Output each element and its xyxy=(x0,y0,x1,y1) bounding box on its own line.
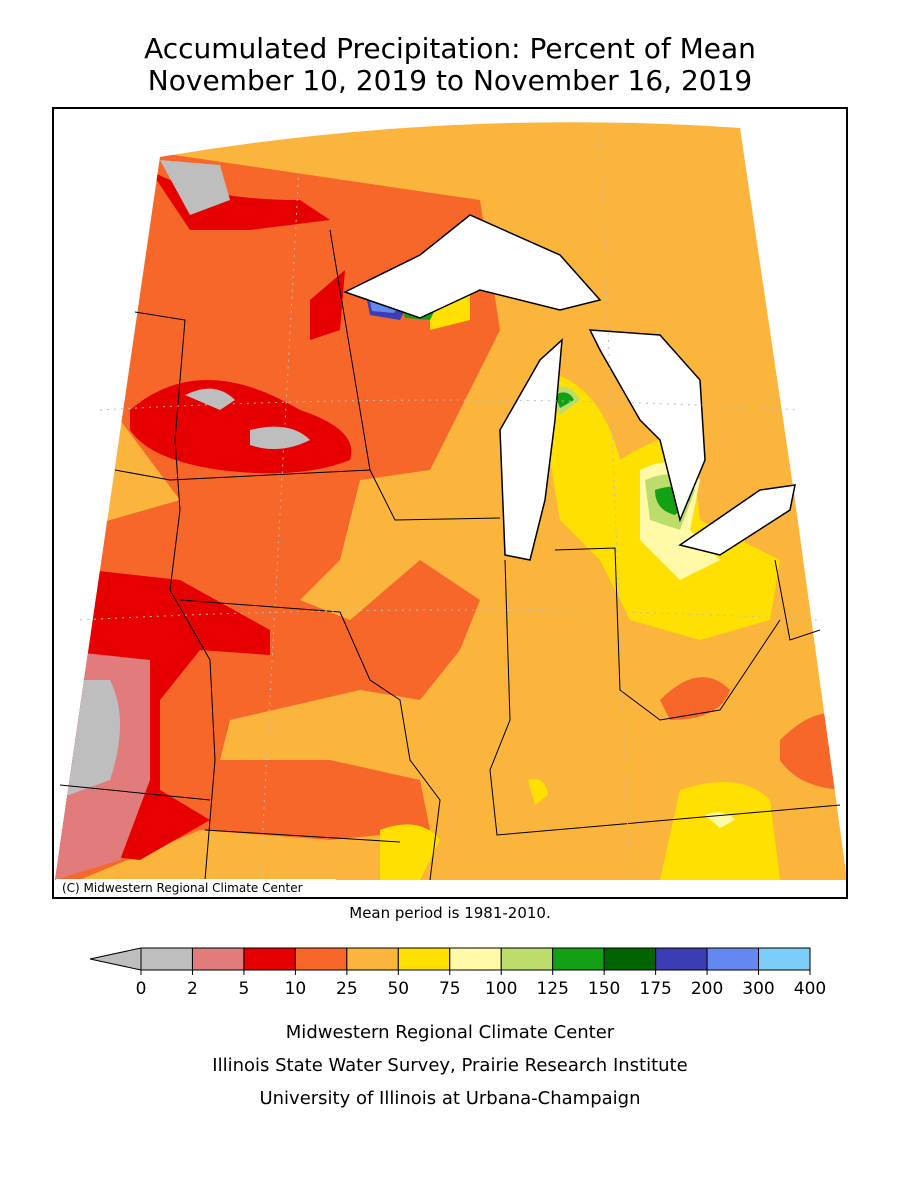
legend-tick-label: 0 xyxy=(136,979,147,999)
copyright: (C) Midwestern Regional Climate Center xyxy=(62,881,303,895)
legend-tick-label: 100 xyxy=(485,979,517,999)
great-lakes xyxy=(343,214,796,561)
legend-tick-label: 150 xyxy=(588,979,620,999)
graticule xyxy=(79,129,821,881)
legend-bin xyxy=(500,947,554,971)
legend-tick-label: 400 xyxy=(794,979,826,999)
legend-bin xyxy=(294,947,348,971)
legend-bin xyxy=(346,947,399,971)
legend-tick-label: 200 xyxy=(691,979,723,999)
legend-bin xyxy=(655,947,708,971)
map: (C) Midwestern Regional Climate Center xyxy=(52,107,848,899)
legend-below-triangle xyxy=(89,947,142,971)
legend-bin xyxy=(449,947,502,971)
legend-tick-label: 75 xyxy=(439,979,461,999)
footer-line: University of Illinois at Urbana-Champai… xyxy=(259,1088,640,1109)
legend-bin xyxy=(397,947,451,971)
legend-tick-label: 125 xyxy=(536,979,568,999)
legend-bin xyxy=(191,947,245,971)
footer-line: Midwestern Regional Climate Center xyxy=(286,1022,615,1043)
legend-bin xyxy=(140,947,193,971)
state-borders xyxy=(59,229,841,881)
precip-field xyxy=(55,122,847,881)
legend-tick-label: 25 xyxy=(336,979,358,999)
footer-line: Illinois State Water Survey, Prairie Res… xyxy=(212,1055,687,1076)
legend-bin xyxy=(243,947,296,971)
title-line: November 10, 2019 to November 16, 2019 xyxy=(148,64,752,97)
legend-bin xyxy=(603,947,657,971)
title-line: Accumulated Precipitation: Percent of Me… xyxy=(144,32,756,65)
legend-tick-label: 175 xyxy=(639,979,671,999)
legend-bin xyxy=(706,947,760,971)
legend: 0 2 5 10 25 50 75 100 125 150 175 200 300 400 xyxy=(89,947,826,999)
copyright-box xyxy=(56,879,336,896)
legend-bin xyxy=(552,947,605,971)
legend-bin xyxy=(758,947,811,971)
legend-tick-label: 2 xyxy=(187,979,198,999)
legend-tick-label: 300 xyxy=(742,979,774,999)
legend-tick-label: 50 xyxy=(387,979,409,999)
legend-tick-label: 5 xyxy=(239,979,250,999)
mean-period-note: Mean period is 1981-2010. xyxy=(349,904,550,922)
legend-tick-label: 10 xyxy=(285,979,307,999)
map-frame xyxy=(52,107,848,899)
